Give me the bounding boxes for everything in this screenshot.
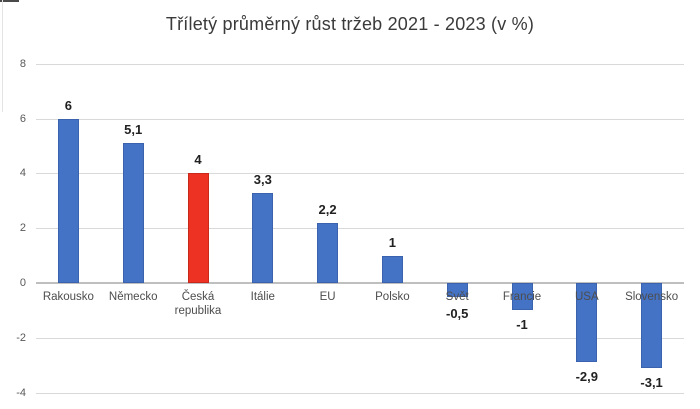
bar: [57, 118, 79, 283]
x-axis-category-label: Německo: [108, 291, 158, 303]
bar-value-label: 6: [64, 97, 72, 113]
zero-axis-line: [36, 282, 684, 284]
x-axis-category-label: Francie: [502, 291, 542, 303]
bar-value-label: -1: [516, 317, 528, 333]
x-axis-category-label: USA: [574, 291, 599, 303]
x-axis-category-label: Svět: [445, 291, 469, 303]
bar-value-label: 1: [388, 234, 396, 250]
gridline: [36, 337, 684, 339]
x-axis-category-label: Slovensko: [625, 291, 679, 303]
bar: [381, 255, 403, 283]
bar-value-label: 4: [194, 152, 202, 168]
gridline: [36, 118, 684, 120]
bar: [641, 283, 663, 368]
bar-value-label: 3,3: [253, 171, 272, 187]
y-axis-tick-label: 4: [19, 167, 26, 180]
y-axis-tick-label: 6: [19, 112, 26, 125]
bar: [122, 143, 144, 283]
gridline: [36, 63, 684, 65]
bar: [576, 283, 598, 363]
x-axis-category-label: Polsko: [375, 291, 410, 303]
gridline: [36, 173, 684, 175]
bar-value-label: -2,9: [575, 369, 598, 385]
bar: [511, 283, 533, 311]
y-axis-tick-label: 0: [19, 277, 26, 289]
bar-value-label: 2,2: [318, 201, 337, 217]
gridline: [36, 392, 684, 394]
y-axis-tick-label: 8: [19, 57, 26, 70]
x-axis-category-label: Česká republika: [174, 291, 222, 317]
x-axis-category-label: Itálie: [250, 291, 275, 303]
x-axis-category-label: EU: [319, 291, 336, 303]
bar: [252, 192, 274, 283]
bar: [446, 283, 468, 297]
bar-value-label: 5,1: [124, 122, 143, 138]
bar: [317, 222, 339, 283]
y-axis-tick-label: -4: [16, 386, 26, 399]
screenshot-edge-artifact-left: [2, 0, 3, 112]
screenshot-edge-artifact-top: [0, 0, 19, 2]
x-axis-category-label: Rakousko: [42, 291, 94, 303]
bar: [187, 173, 209, 283]
chart-title: Tříletý průměrný růst tržeb 2021 - 2023 …: [165, 14, 535, 34]
y-axis-tick-label: -2: [16, 331, 26, 344]
bar-value-label: -3,1: [640, 374, 663, 390]
bar-value-label: -0,5: [445, 306, 469, 321]
y-axis-tick-label: 2: [19, 222, 26, 235]
gridline: [36, 228, 684, 230]
